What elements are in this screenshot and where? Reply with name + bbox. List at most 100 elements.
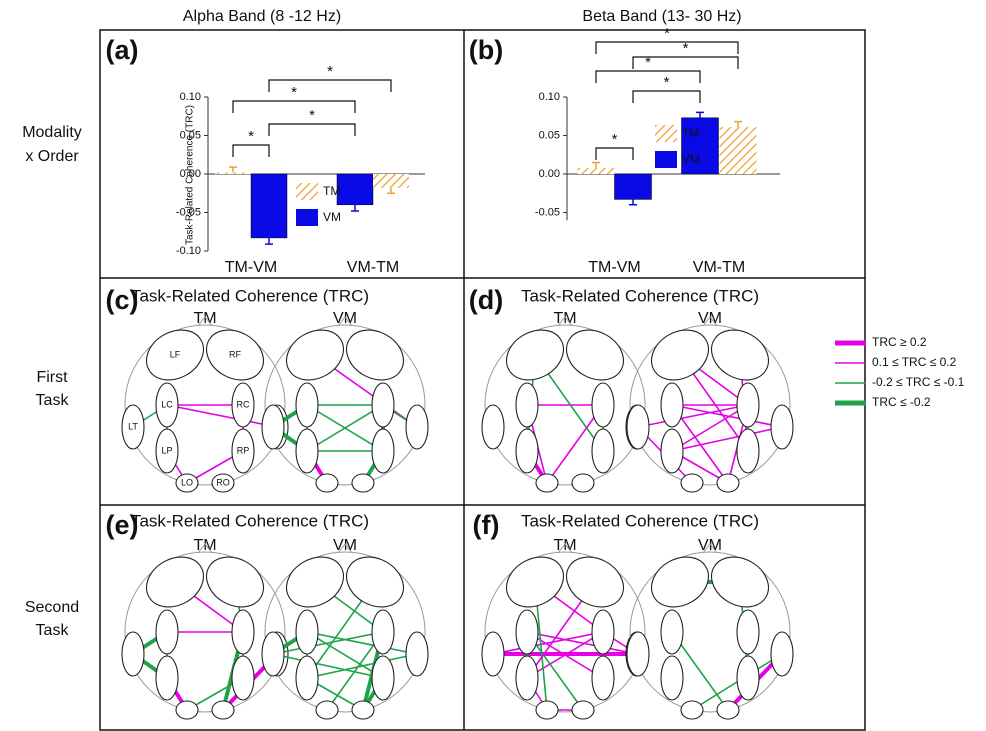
significance-star: * — [291, 84, 297, 101]
connection — [492, 631, 604, 655]
head-map — [481, 543, 649, 720]
column-header: Beta Band (13- 30 Hz) — [582, 8, 741, 25]
electrode-label: RO — [216, 477, 230, 487]
scalp — [124, 324, 286, 486]
head-map — [481, 316, 649, 493]
electrode-region — [155, 655, 179, 701]
electrode-region — [626, 404, 650, 450]
legend-label: -0.2 ≤ TRC ≤ -0.1 — [872, 375, 965, 389]
significance-star: * — [664, 74, 670, 91]
significance-bracket — [232, 100, 356, 113]
electrode-label: RF — [229, 349, 241, 359]
electrode-region — [651, 329, 709, 381]
bar — [577, 167, 615, 174]
error-bar — [265, 237, 273, 245]
electrode-label: RP — [237, 445, 250, 455]
electrode-region — [371, 609, 395, 655]
error-bar — [734, 120, 742, 128]
legend-swatch — [655, 151, 677, 168]
y-tick-label: 0.05 — [539, 129, 560, 141]
row-label: Modality — [22, 124, 82, 141]
connection — [526, 631, 604, 679]
electrode-region — [315, 700, 339, 720]
electrode-region — [351, 700, 375, 720]
legend-label: VM — [682, 152, 700, 166]
y-tick-label: 0.05 — [180, 129, 201, 141]
electrode-region — [736, 609, 760, 655]
connection — [272, 653, 384, 679]
connection — [306, 631, 418, 655]
nose — [337, 543, 353, 554]
row-label: Task — [36, 622, 70, 639]
electrode-region — [506, 329, 564, 381]
electrode-region — [231, 655, 255, 701]
electrode-region — [535, 473, 559, 493]
bar — [719, 127, 757, 174]
panel-label: (e) — [106, 510, 139, 540]
head-map: LFRFLCRCLTRTLPRPLORO — [121, 316, 289, 493]
nose — [197, 316, 213, 327]
scalp — [629, 324, 791, 486]
significance-bracket — [268, 79, 392, 92]
electrode-region — [711, 556, 769, 608]
electrode-region — [680, 700, 704, 720]
error-bar — [351, 204, 359, 212]
electrode-region — [286, 329, 344, 381]
head-label: TM — [193, 537, 216, 554]
row-label: Task — [36, 392, 70, 409]
significance-bracket — [595, 147, 634, 160]
nose — [337, 316, 353, 327]
connection — [306, 631, 384, 679]
panel-title: Task-Related Coherence (TRC) — [131, 511, 369, 530]
electrode-region — [660, 382, 684, 428]
significance-bracket — [595, 41, 739, 54]
electrode-region — [351, 473, 375, 493]
electrode-region — [211, 473, 235, 493]
electrode-region — [405, 631, 429, 677]
head-label: TM — [193, 310, 216, 327]
head-map — [261, 316, 429, 493]
electrode-label: LO — [181, 477, 193, 487]
scalp — [484, 324, 646, 486]
legend-swatch — [296, 183, 318, 200]
connection — [671, 404, 749, 452]
nose — [702, 316, 718, 327]
bar — [681, 117, 719, 175]
panel-label: (b) — [469, 35, 503, 65]
connection — [306, 404, 384, 452]
error-bar — [592, 161, 600, 168]
significance-star: * — [327, 63, 333, 80]
head-label: TM — [553, 310, 576, 327]
electrode-region — [660, 655, 684, 701]
head-label: VM — [698, 310, 722, 327]
column-header: Alpha Band (8 -12 Hz) — [183, 8, 341, 25]
electrode-region — [261, 404, 285, 450]
electrode-region — [591, 655, 615, 701]
electrode-region — [346, 329, 404, 381]
legend-label: TRC ≤ -0.2 — [872, 395, 931, 409]
electrode-label: LF — [170, 349, 181, 359]
significance-star: * — [683, 40, 689, 57]
electrode-region — [770, 631, 794, 677]
row-label: x Order — [25, 148, 79, 165]
electrode-label: LP — [161, 445, 172, 455]
electrode-region — [371, 428, 395, 474]
scalp — [629, 551, 791, 713]
connection — [671, 426, 783, 452]
electrode-region — [591, 428, 615, 474]
error-bar — [629, 199, 637, 206]
bar — [250, 173, 288, 239]
legend-swatch — [296, 209, 318, 226]
electrode-region — [295, 655, 319, 701]
x-tick-label: TM-VM — [225, 259, 277, 276]
scalp — [264, 324, 426, 486]
error-bar — [387, 187, 395, 194]
panel-title: Task-Related Coherence (TRC) — [521, 286, 759, 305]
electrode-region — [315, 473, 339, 493]
electrode-region — [571, 700, 595, 720]
nose — [557, 316, 573, 327]
significance-star: * — [645, 54, 651, 71]
electrode-region — [405, 404, 429, 450]
electrode-region — [371, 382, 395, 428]
error-bar — [696, 111, 704, 118]
